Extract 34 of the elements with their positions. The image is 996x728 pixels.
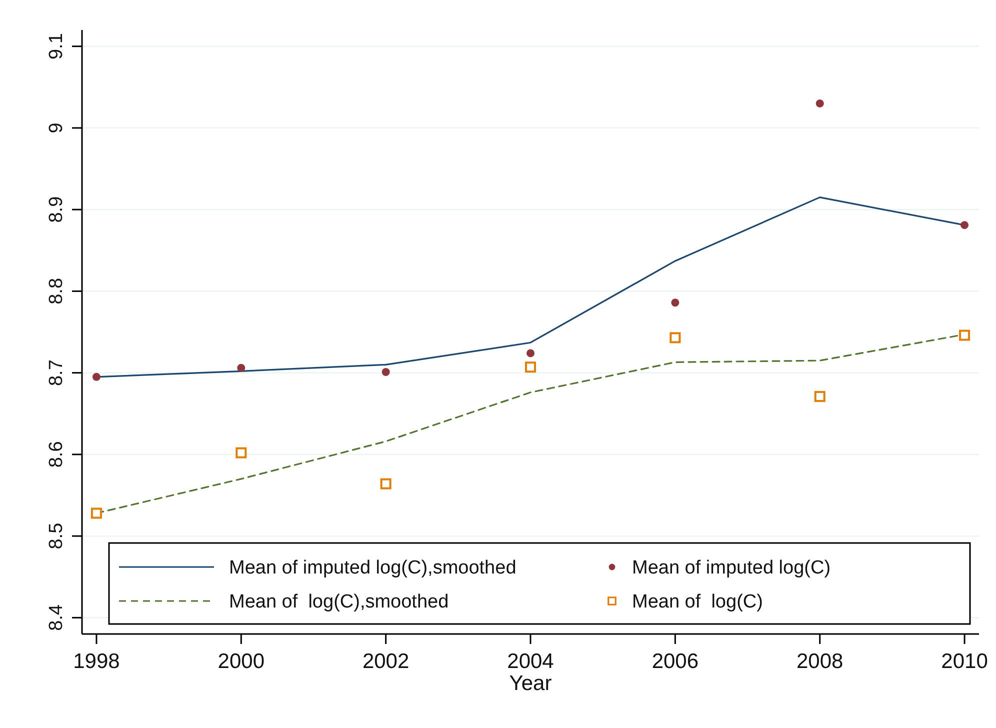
x-tick-label: 2010 <box>941 650 988 673</box>
point <box>92 372 100 381</box>
y-tick-label: 8.4 <box>46 604 67 631</box>
x-tick-label: 2006 <box>652 650 699 673</box>
legend-label: Mean of log(C),smoothed <box>229 592 449 613</box>
x-axis-title: Year <box>509 672 552 695</box>
x-tick-label: 2000 <box>218 650 265 673</box>
y-tick-label: 8.5 <box>46 522 67 550</box>
point <box>960 221 969 230</box>
y-tick-label: 9 <box>46 122 67 134</box>
point <box>671 298 680 307</box>
y-tick-label: 8.8 <box>46 278 67 304</box>
point <box>236 447 247 458</box>
point <box>959 330 970 341</box>
y-tick-label: 8.7 <box>46 360 67 386</box>
x-tick-label: 2002 <box>362 650 410 673</box>
y-tick-label: 8.6 <box>46 441 67 468</box>
y-tick-label: 8.9 <box>46 196 67 223</box>
point <box>237 364 246 372</box>
point <box>90 508 102 519</box>
point <box>816 99 824 108</box>
point <box>525 362 536 373</box>
point <box>814 390 826 402</box>
legend-label: Mean of imputed log(C) <box>632 558 831 579</box>
point <box>670 332 681 344</box>
x-tick-label: 2008 <box>796 650 844 673</box>
x-tick-label: 2004 <box>507 650 554 673</box>
legend-label: Mean of imputed log(C),smoothed <box>229 558 516 579</box>
legend-label: Mean of log(C) <box>632 592 763 613</box>
point <box>526 349 534 358</box>
point <box>382 368 390 376</box>
x-tick-label: 1998 <box>73 650 120 673</box>
y-tick-label: 9.1 <box>46 33 67 60</box>
point <box>380 478 392 490</box>
